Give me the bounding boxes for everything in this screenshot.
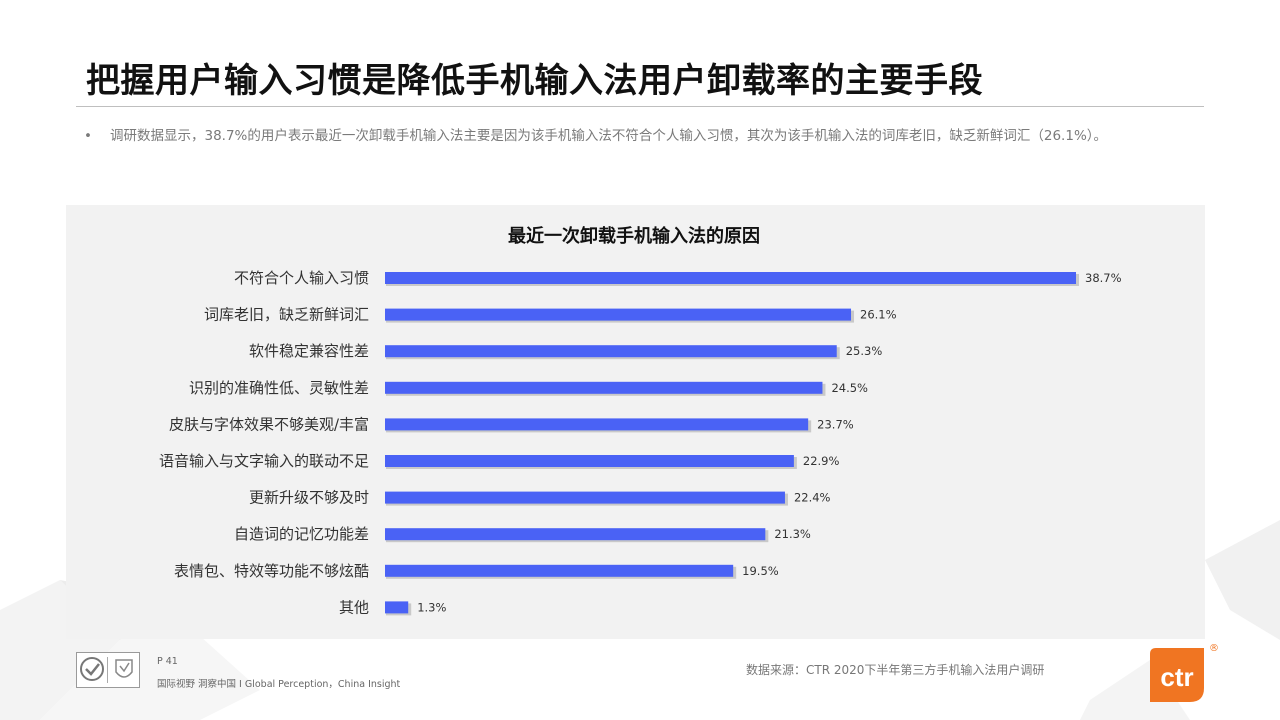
registered-mark: ®	[1209, 643, 1219, 654]
value-label: 1.3%	[417, 600, 446, 614]
value-label: 22.9%	[803, 454, 840, 468]
ctr-logo: ctr	[1150, 648, 1204, 702]
bar	[385, 455, 794, 467]
bar	[385, 381, 823, 394]
category-label: 更新升级不够及时	[249, 489, 369, 507]
category-label: 不符合个人输入习惯	[234, 269, 369, 287]
category-label: 自造词的记忆功能差	[234, 525, 369, 543]
value-label: 21.3%	[774, 527, 811, 541]
value-label: 38.7%	[1085, 271, 1122, 285]
certification-logo	[76, 652, 140, 688]
value-label: 23.7%	[817, 417, 854, 431]
summary-paragraph: • 调研数据显示，38.7%的用户表示最近一次卸载手机输入法主要是因为该手机输入…	[84, 126, 1194, 146]
chart-panel: 最近一次卸载手机输入法的原因 不符合个人输入习惯 38.7% 词库老旧，缺乏新鲜词汇…	[66, 205, 1205, 639]
data-source: 数据来源：CTR 2020下半年第三方手机输入法用户调研	[746, 663, 1045, 677]
bar	[385, 272, 1076, 284]
bar	[385, 491, 785, 504]
summary-text: 调研数据显示，38.7%的用户表示最近一次卸载手机输入法主要是因为该手机输入法不…	[110, 128, 1108, 144]
value-label: 24.5%	[831, 381, 868, 395]
bar	[385, 418, 809, 431]
value-label: 19.5%	[742, 564, 779, 578]
category-label: 语音输入与文字输入的联动不足	[159, 452, 369, 470]
category-label: 表情包、特效等功能不够炫酷	[174, 562, 369, 580]
ctr-logo-text: ctr	[1160, 662, 1193, 692]
bar-chart: 最近一次卸载手机输入法的原因 不符合个人输入习惯 38.7% 词库老旧，缺乏新鲜词汇…	[159, 225, 1122, 616]
footer-tagline: 国际视野 洞察中国 I Global Perception，China Insi…	[157, 679, 401, 690]
value-label: 22.4%	[794, 491, 831, 505]
bullet-marker: •	[84, 128, 92, 144]
value-label: 25.3%	[846, 344, 883, 358]
bar-group: 不符合个人输入习惯 38.7% 词库老旧，缺乏新鲜词汇 26.1% 软件稳定兼容性差 25…	[159, 269, 1122, 616]
category-label: 软件稳定兼容性差	[249, 342, 369, 360]
category-label: 词库老旧，缺乏新鲜词汇	[204, 306, 369, 324]
bar	[385, 308, 852, 321]
value-label: 26.1%	[860, 308, 897, 322]
page-title: 把握用户输入习惯是降低手机输入法用户卸载率的主要手段	[86, 61, 983, 101]
bar	[385, 345, 837, 358]
category-label: 识别的准确性低、灵敏性差	[189, 379, 369, 397]
category-label: 皮肤与字体效果不够美观/丰富	[169, 415, 369, 433]
bar	[385, 601, 409, 614]
bar	[385, 564, 734, 577]
bar	[385, 528, 766, 541]
chart-title: 最近一次卸载手机输入法的原因	[508, 225, 760, 247]
title-divider	[76, 106, 1204, 107]
page-number: P 41	[157, 656, 178, 667]
category-label: 其他	[339, 598, 369, 616]
